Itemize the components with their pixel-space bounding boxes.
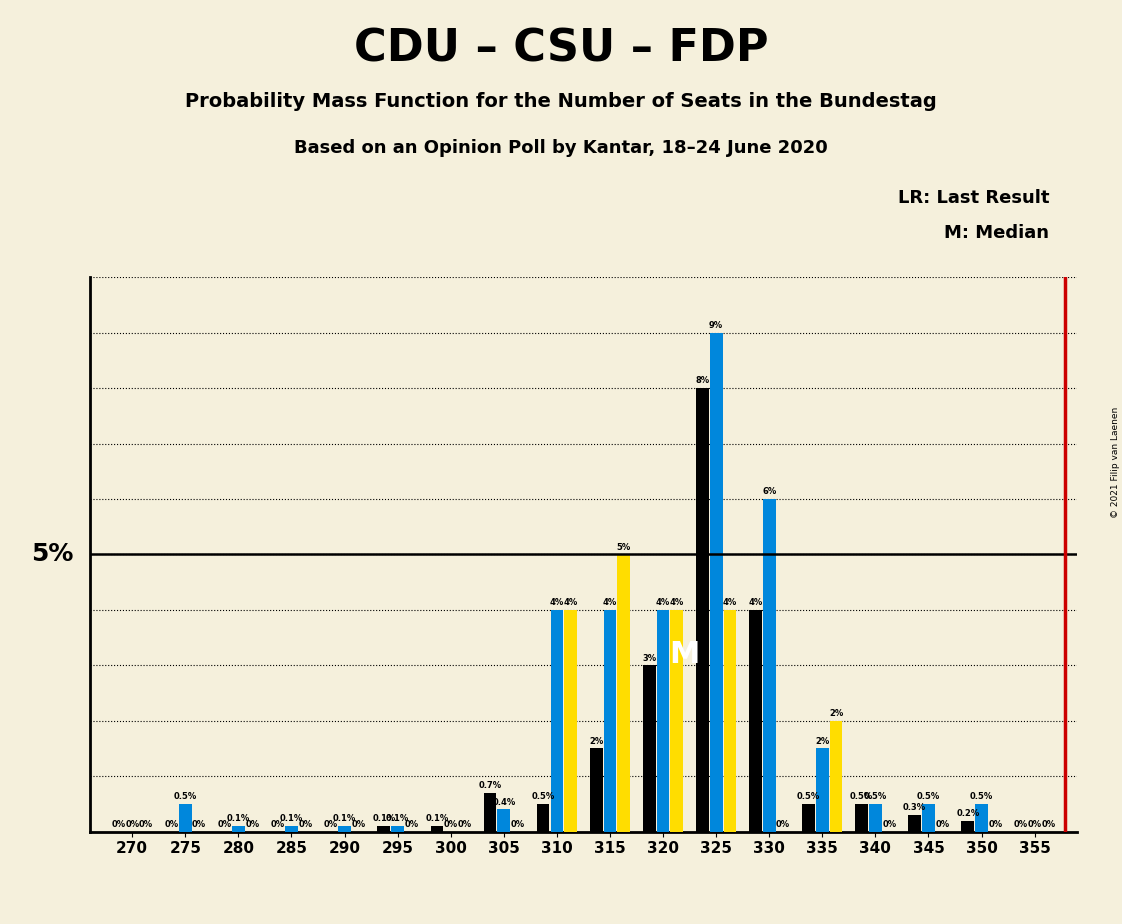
Bar xyxy=(590,748,603,832)
Text: 2%: 2% xyxy=(816,736,829,746)
Text: 0.1%: 0.1% xyxy=(425,814,449,823)
Text: 0%: 0% xyxy=(882,820,896,829)
Text: 8%: 8% xyxy=(696,376,709,385)
Text: 0.5%: 0.5% xyxy=(532,792,554,801)
Bar xyxy=(922,804,935,832)
Text: 9%: 9% xyxy=(709,321,724,330)
Bar xyxy=(564,610,577,832)
Text: 0%: 0% xyxy=(988,820,1002,829)
Text: M: Median: M: Median xyxy=(944,224,1049,241)
Text: 0.4%: 0.4% xyxy=(493,797,515,807)
Text: 0%: 0% xyxy=(192,820,206,829)
Bar xyxy=(392,826,404,832)
Bar xyxy=(671,610,683,832)
Bar xyxy=(338,826,351,832)
Text: 2%: 2% xyxy=(829,709,844,718)
Text: 0%: 0% xyxy=(511,820,525,829)
Text: 0%: 0% xyxy=(776,820,790,829)
Text: 0.1%: 0.1% xyxy=(333,814,356,823)
Text: 0.5%: 0.5% xyxy=(969,792,993,801)
Bar xyxy=(724,610,736,832)
Text: Based on an Opinion Poll by Kantar, 18–24 June 2020: Based on an Opinion Poll by Kantar, 18–2… xyxy=(294,139,828,156)
Bar xyxy=(802,804,815,832)
Text: LR: Last Result: LR: Last Result xyxy=(898,189,1049,207)
Bar xyxy=(178,804,192,832)
Bar xyxy=(431,826,443,832)
Bar xyxy=(377,826,390,832)
Text: 5%: 5% xyxy=(31,542,74,566)
Text: 0.5%: 0.5% xyxy=(864,792,888,801)
Text: 0%: 0% xyxy=(1028,820,1041,829)
Bar xyxy=(551,610,563,832)
Text: 0.7%: 0.7% xyxy=(478,781,502,790)
Bar xyxy=(285,826,297,832)
Text: 0%: 0% xyxy=(298,820,312,829)
Text: 0%: 0% xyxy=(351,820,366,829)
Bar xyxy=(696,388,709,832)
Text: 0%: 0% xyxy=(443,820,458,829)
Bar xyxy=(232,826,245,832)
Text: 0.1%: 0.1% xyxy=(373,814,395,823)
Text: 5%: 5% xyxy=(617,542,631,552)
Text: 0%: 0% xyxy=(245,820,259,829)
Text: 0.1%: 0.1% xyxy=(279,814,303,823)
Text: 0.1%: 0.1% xyxy=(227,814,250,823)
Text: M: M xyxy=(669,639,699,669)
Text: 0.1%: 0.1% xyxy=(386,814,410,823)
Text: 4%: 4% xyxy=(550,598,564,607)
Text: 3%: 3% xyxy=(642,653,656,663)
Bar xyxy=(656,610,670,832)
Bar xyxy=(962,821,974,832)
Text: 0.2%: 0.2% xyxy=(956,808,980,818)
Text: 0.5%: 0.5% xyxy=(174,792,197,801)
Bar xyxy=(710,333,723,832)
Text: 0%: 0% xyxy=(936,820,949,829)
Bar xyxy=(484,793,496,832)
Text: 0%: 0% xyxy=(324,820,338,829)
Bar xyxy=(855,804,868,832)
Text: 0%: 0% xyxy=(404,820,419,829)
Text: 6%: 6% xyxy=(762,487,776,496)
Text: 0%: 0% xyxy=(270,820,285,829)
Bar xyxy=(816,748,829,832)
Text: 0%: 0% xyxy=(126,820,139,829)
Bar xyxy=(497,809,511,832)
Text: 0%: 0% xyxy=(165,820,178,829)
Text: 4%: 4% xyxy=(670,598,684,607)
Bar xyxy=(643,665,655,832)
Bar xyxy=(536,804,550,832)
Text: 0%: 0% xyxy=(111,820,126,829)
Text: 0.5%: 0.5% xyxy=(850,792,873,801)
Text: 0.5%: 0.5% xyxy=(917,792,940,801)
Text: © 2021 Filip van Laenen: © 2021 Filip van Laenen xyxy=(1111,407,1120,517)
Text: 4%: 4% xyxy=(656,598,670,607)
Bar xyxy=(763,499,775,832)
Text: 4%: 4% xyxy=(563,598,578,607)
Text: Probability Mass Function for the Number of Seats in the Bundestag: Probability Mass Function for the Number… xyxy=(185,92,937,112)
Bar xyxy=(909,815,921,832)
Bar xyxy=(604,610,616,832)
Text: 0%: 0% xyxy=(1014,820,1028,829)
Text: 4%: 4% xyxy=(603,598,617,607)
Text: 4%: 4% xyxy=(748,598,763,607)
Bar xyxy=(870,804,882,832)
Text: 0.5%: 0.5% xyxy=(797,792,820,801)
Text: 0%: 0% xyxy=(1041,820,1056,829)
Text: 4%: 4% xyxy=(723,598,737,607)
Text: 0.3%: 0.3% xyxy=(903,803,927,812)
Text: CDU – CSU – FDP: CDU – CSU – FDP xyxy=(353,28,769,71)
Text: 0%: 0% xyxy=(139,820,153,829)
Bar xyxy=(749,610,762,832)
Bar xyxy=(830,721,843,832)
Bar xyxy=(617,554,631,832)
Text: 0%: 0% xyxy=(218,820,231,829)
Text: 0%: 0% xyxy=(458,820,471,829)
Text: 2%: 2% xyxy=(589,736,604,746)
Bar xyxy=(975,804,988,832)
